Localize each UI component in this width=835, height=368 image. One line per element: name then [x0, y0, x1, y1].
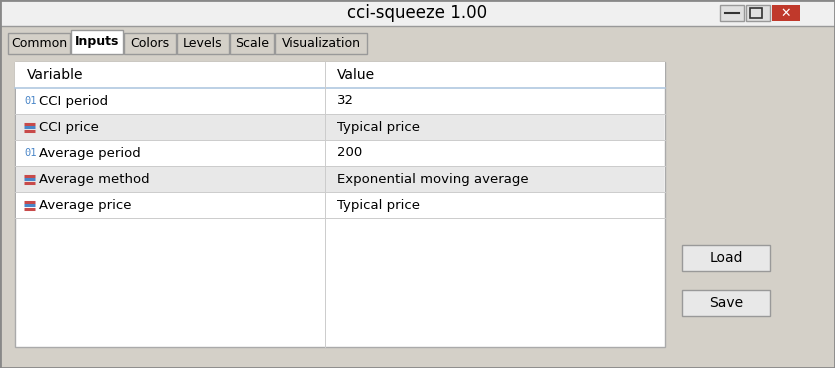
Text: CCI price: CCI price: [39, 120, 99, 134]
Text: 200: 200: [337, 146, 362, 159]
Bar: [16, 114, 664, 140]
Bar: [0, 28, 835, 54]
Text: Average period: Average period: [39, 146, 141, 159]
Text: cci-squeeze 1.00: cci-squeeze 1.00: [347, 4, 488, 22]
Text: Variable: Variable: [27, 68, 84, 82]
Text: 01: 01: [24, 148, 37, 158]
Bar: [71, 30, 123, 54]
Text: Average price: Average price: [39, 198, 131, 212]
Bar: [0, 0, 835, 26]
Text: CCI period: CCI period: [39, 95, 108, 107]
Bar: [682, 290, 770, 316]
Text: Scale: Scale: [235, 37, 269, 50]
Text: Visualization: Visualization: [281, 37, 361, 50]
Bar: [16, 192, 664, 218]
Text: Colors: Colors: [130, 37, 170, 50]
Bar: [16, 140, 664, 166]
Bar: [746, 5, 770, 21]
Bar: [177, 33, 229, 54]
Bar: [720, 5, 744, 21]
Text: ✕: ✕: [781, 7, 792, 20]
Text: Average method: Average method: [39, 173, 149, 185]
Text: Save: Save: [709, 296, 743, 310]
Bar: [16, 166, 664, 192]
Text: Typical price: Typical price: [337, 198, 420, 212]
Text: Inputs: Inputs: [75, 35, 119, 49]
Text: Value: Value: [337, 68, 375, 82]
Bar: [8, 33, 70, 54]
Text: Exponential moving average: Exponential moving average: [337, 173, 529, 185]
Bar: [15, 62, 665, 347]
Bar: [16, 88, 664, 114]
Bar: [682, 245, 770, 271]
Text: Levels: Levels: [183, 37, 223, 50]
Text: Load: Load: [709, 251, 743, 265]
Bar: [230, 33, 274, 54]
Bar: [124, 33, 176, 54]
Bar: [750, 8, 762, 18]
Bar: [772, 5, 800, 21]
Bar: [275, 33, 367, 54]
Bar: [15, 62, 665, 88]
Text: Common: Common: [11, 37, 67, 50]
Text: 01: 01: [24, 96, 37, 106]
Text: 32: 32: [337, 95, 354, 107]
Text: Typical price: Typical price: [337, 120, 420, 134]
